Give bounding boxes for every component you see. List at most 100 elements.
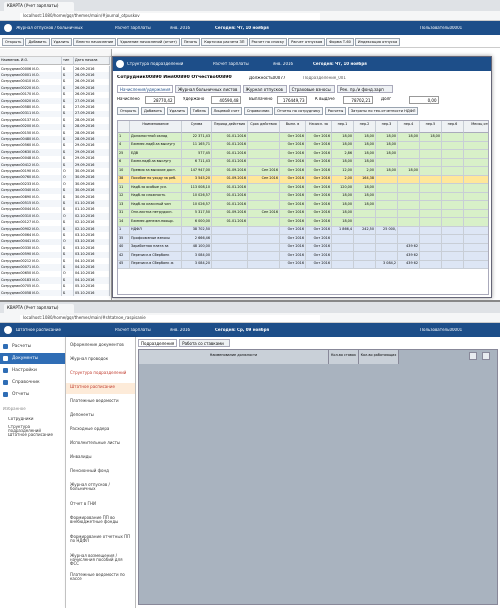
table-cell[interactable]: НДФЛ bbox=[130, 226, 182, 235]
submenu-item[interactable]: Структура подразделений bbox=[70, 370, 127, 375]
list-cell[interactable]: Сотрудник00902 И.О. bbox=[0, 226, 62, 233]
browser-tab[interactable]: КВАРТА (Учет зарплаты) bbox=[4, 304, 74, 313]
list-cell[interactable]: Сотрудник00705 И.О. bbox=[0, 283, 62, 290]
list-cell[interactable]: Сотрудник00330 И.О. bbox=[0, 245, 62, 252]
table-cell[interactable]: Должностной оклад bbox=[130, 133, 182, 142]
list-cell[interactable]: Сотрудник00183 И.О. bbox=[0, 277, 62, 284]
period[interactable]: янв. 2016 bbox=[170, 26, 191, 30]
table-cell[interactable]: Ежем.надб.за выслугу bbox=[130, 158, 182, 167]
submenu-item[interactable]: Формирование ПП во внебюджетные фонды bbox=[70, 515, 119, 524]
table-cell[interactable]: Надб.за классный чин bbox=[130, 201, 182, 210]
tab[interactable]: Страховые взносы bbox=[288, 85, 335, 93]
submenu-item[interactable]: Расходные ордера bbox=[70, 426, 110, 431]
list-cell[interactable]: Сотрудник00071 И.О. bbox=[0, 264, 62, 271]
submenu-item[interactable]: Депоненты bbox=[70, 412, 94, 417]
list-cell[interactable]: Сотрудник00760 И.О. bbox=[0, 174, 62, 182]
list-cell[interactable]: Сотрудник00150 И.О. bbox=[0, 130, 62, 137]
list-cell[interactable]: Сотрудник00515 И.О. bbox=[0, 200, 62, 207]
nav-item[interactable]: Отчеты bbox=[12, 392, 30, 397]
nav-item[interactable]: Настройки bbox=[12, 368, 37, 373]
list-cell[interactable]: Сотрудник00200 И.О. bbox=[0, 123, 62, 130]
list-cell[interactable]: Сотрудник00233 И.О. bbox=[0, 181, 62, 188]
list-cell[interactable]: Сотрудник00340 И.О. bbox=[0, 187, 62, 194]
tab[interactable]: Журнал отпусков bbox=[242, 85, 287, 93]
submenu-item[interactable]: Оформление документов bbox=[70, 342, 124, 347]
table-cell[interactable]: Опл.листка нетрудосп. bbox=[130, 209, 182, 218]
submenu-item[interactable]: Журнал отпусков / больничных bbox=[70, 482, 110, 491]
list-cell[interactable]: Сотрудник00630 И.О. bbox=[0, 149, 62, 156]
list-cell[interactable]: Сотрудник00064 И.О. bbox=[0, 232, 62, 239]
list-cell[interactable]: Сотрудник00044 И.О. bbox=[0, 206, 62, 214]
module[interactable]: Расчет зарплаты bbox=[213, 62, 249, 66]
tab[interactable]: Подразделения bbox=[138, 339, 178, 347]
toolbar-icon[interactable] bbox=[469, 352, 477, 360]
dialog-button[interactable]: Затраты по тек.отчетности НДФЛ bbox=[347, 107, 419, 115]
table-cell[interactable]: Перечисл.в Сбербанк bbox=[130, 252, 182, 261]
list-cell[interactable]: Сотрудник00650 И.О. bbox=[0, 270, 62, 278]
list-cell[interactable]: Сотрудник00006 И.О. bbox=[0, 66, 62, 73]
table-cell[interactable]: Ежемес.надб.за выслугу bbox=[130, 141, 182, 150]
url[interactable]: localhost:1080/home/gqr/themes/main/#jou… bbox=[20, 12, 320, 20]
favorite-item[interactable]: Штатное расписание bbox=[8, 433, 53, 437]
table-cell[interactable]: Заработная плата за bbox=[130, 243, 182, 252]
submenu-item[interactable]: Отчет в ГНИ bbox=[70, 501, 96, 506]
submenu-item[interactable]: Пенсионный фонд bbox=[70, 468, 109, 473]
submenu-item[interactable]: Платежные ведомости bbox=[70, 398, 119, 403]
toolbar-button[interactable]: Удалить bbox=[50, 38, 73, 46]
toolbar-icon[interactable] bbox=[482, 352, 490, 360]
list-cell[interactable]: Сотрудник00048 И.О. bbox=[0, 155, 62, 162]
dialog-button[interactable]: Добавить bbox=[140, 107, 166, 115]
table-cell[interactable]: Перечисл.в Сбербанк ж bbox=[130, 260, 182, 269]
toolbar-button[interactable]: Внести начисление bbox=[73, 38, 117, 46]
list-cell[interactable]: Сотрудник00220 И.О. bbox=[0, 85, 62, 92]
list-cell[interactable]: Сотрудник00170 И.О. bbox=[0, 91, 62, 98]
favorite-item[interactable]: Структура подразделений bbox=[8, 425, 42, 433]
table-cell[interactable]: Премия за высокие дост. bbox=[130, 167, 182, 176]
list-cell[interactable]: Сотрудник00311 И.О. bbox=[0, 110, 62, 118]
nav-item[interactable]: Документы bbox=[0, 353, 65, 364]
list-cell[interactable]: Сотрудник00058 И.О. bbox=[0, 290, 62, 297]
list-cell[interactable]: Сотрудник00590 И.О. bbox=[0, 251, 62, 258]
list-cell[interactable]: Сотрудник00410 И.О. bbox=[0, 78, 62, 86]
tab[interactable]: Начисления/удержания bbox=[117, 85, 173, 93]
list-cell[interactable]: Сотрудник00212 И.О. bbox=[0, 258, 62, 265]
module[interactable]: Расчет зарплаты bbox=[115, 328, 151, 332]
submenu-item[interactable]: Формирование отчетных ПП по НДФЛ bbox=[70, 534, 131, 543]
submenu-item[interactable]: Исполнительные листы bbox=[70, 440, 121, 445]
list-cell[interactable]: Сотрудник00480 И.О. bbox=[0, 136, 62, 143]
dialog-button[interactable]: Справочник bbox=[243, 107, 273, 115]
list-cell[interactable]: Сотрудник00001 И.О. bbox=[0, 72, 62, 79]
list-cell[interactable]: Сотрудник00560 И.О. bbox=[0, 142, 62, 150]
table-cell[interactable]: Надб.за особые усл. bbox=[130, 184, 182, 193]
toolbar-button[interactable]: Индексация отпуска bbox=[354, 38, 401, 46]
list-cell[interactable]: Сотрудник00127 И.О. bbox=[0, 219, 62, 226]
list-cell[interactable]: Сотрудник00441 И.О. bbox=[0, 238, 62, 246]
dialog-button[interactable]: Удалить bbox=[166, 107, 189, 115]
toolbar-button[interactable]: Форма Т-60 bbox=[326, 38, 354, 46]
table-cell[interactable]: Ежемес.денежн.поощр. bbox=[130, 218, 182, 227]
dialog-button[interactable]: Лицевой счет bbox=[210, 107, 243, 115]
list-cell[interactable]: Сотрудник00412 И.О. bbox=[0, 162, 62, 169]
list-cell[interactable]: Сотрудник00580 И.О. bbox=[0, 104, 62, 111]
table-cell[interactable]: ЕДВ bbox=[130, 150, 182, 159]
toolbar-button[interactable]: Добавить bbox=[25, 38, 50, 46]
toolbar-button[interactable]: Открыть bbox=[2, 38, 25, 46]
dialog-button[interactable]: Табель bbox=[189, 107, 210, 115]
list-cell[interactable]: Сотрудник00020 И.О. bbox=[0, 98, 62, 105]
toolbar-button[interactable]: Расчет по списку bbox=[248, 38, 288, 46]
toolbar-button[interactable]: Удаление начислений (отчет) bbox=[117, 38, 180, 46]
submenu-item[interactable]: Журнал возмещения / начисления пособий д… bbox=[70, 553, 123, 566]
dialog-button[interactable]: Расчеты bbox=[324, 107, 347, 115]
url[interactable]: localhost:1080/home/gqr/themes/main/#sht… bbox=[20, 314, 320, 322]
table-cell[interactable]: Пособие по уходу за реб. bbox=[130, 175, 182, 184]
dialog-button[interactable]: Открыть bbox=[117, 107, 140, 115]
tab[interactable]: Работа со ставками bbox=[179, 339, 231, 347]
submenu-item[interactable]: Журнал проводок bbox=[70, 356, 109, 361]
dialog-button[interactable]: Отчеты по сотруднику bbox=[274, 107, 324, 115]
favorite-item[interactable]: Сотрудники bbox=[8, 417, 34, 421]
period[interactable]: янв. 2016 bbox=[273, 62, 294, 66]
submenu-item[interactable]: Инвалиды bbox=[70, 454, 92, 459]
toolbar-button[interactable]: Карточка расчета ЗП bbox=[201, 38, 248, 46]
submenu-item[interactable]: Штатное расписание bbox=[66, 383, 135, 394]
nav-item[interactable]: Расчеты bbox=[12, 344, 32, 349]
